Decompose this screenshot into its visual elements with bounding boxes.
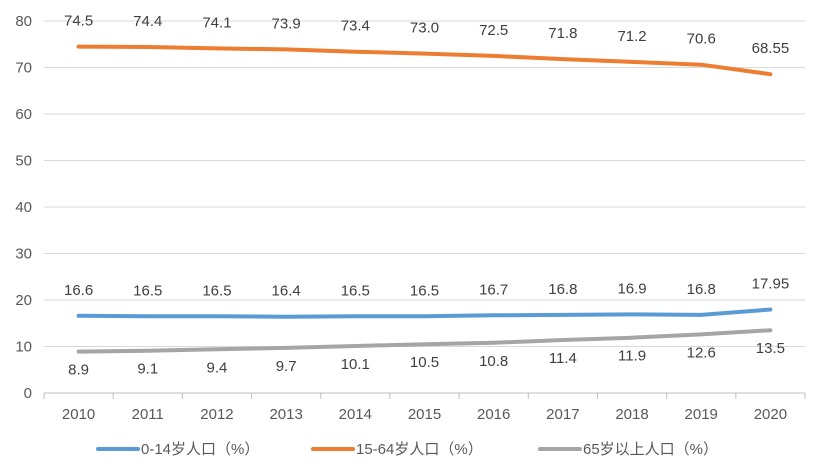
gridlines xyxy=(44,20,805,347)
legend-label: 0-14岁人口（%） xyxy=(141,441,259,458)
data-label: 16.5 xyxy=(202,282,231,299)
data-labels: 16.6 16.5 16.5 16.4 16.5 16.5 16.7 16.8 16.9 16.8… xyxy=(64,13,789,379)
x-tick-label: 2020 xyxy=(754,406,787,423)
data-label: 74.1 xyxy=(202,14,231,31)
data-label: 72.5 xyxy=(479,22,508,39)
series-lines xyxy=(76,44,773,354)
x-tick-label: 2017 xyxy=(546,406,579,423)
data-label: 16.5 xyxy=(341,282,370,299)
x-tick-label: 2012 xyxy=(200,406,233,423)
series-line-0 xyxy=(76,307,773,319)
data-label: 11.9 xyxy=(618,348,646,365)
y-tick-label: 70 xyxy=(15,60,32,77)
data-label: 16.8 xyxy=(548,281,577,298)
data-label: 71.8 xyxy=(548,25,577,42)
legend-label: 65岁以上人口（%） xyxy=(583,441,718,458)
data-label: 10.8 xyxy=(479,353,508,370)
x-tick-label: 2016 xyxy=(477,406,510,423)
data-label: 74.4 xyxy=(133,13,162,30)
x-tick-label: 2013 xyxy=(269,406,302,423)
data-label: 16.8 xyxy=(687,281,716,298)
data-label: 73.4 xyxy=(341,18,370,35)
y-tick-label: 30 xyxy=(15,246,32,263)
data-label: 9.4 xyxy=(207,359,228,376)
data-label: 73.9 xyxy=(272,15,301,32)
data-label: 73.0 xyxy=(410,20,439,37)
data-label: 16.4 xyxy=(272,283,301,300)
data-label: 12.6 xyxy=(687,344,716,361)
legend: 0-14岁人口（%） 15-64岁人口（%） 65岁以上人口（%） xyxy=(96,441,718,458)
x-tick-label: 2018 xyxy=(615,406,648,423)
data-label: 9.7 xyxy=(276,358,297,375)
y-tick-label: 50 xyxy=(15,153,32,170)
data-label: 71.2 xyxy=(617,28,646,45)
data-label: 10.1 xyxy=(341,356,370,373)
series-line-1 xyxy=(76,44,773,77)
data-label: 16.5 xyxy=(133,282,162,299)
series-line-2 xyxy=(76,328,773,354)
x-tick-label: 2010 xyxy=(62,406,95,423)
x-tick-label: 2019 xyxy=(685,406,718,423)
data-label: 10.5 xyxy=(410,354,439,371)
x-tick-label: 2015 xyxy=(408,406,441,423)
x-tick-label: 2011 xyxy=(132,406,164,423)
data-label: 17.95 xyxy=(752,276,790,293)
y-tick-label: 10 xyxy=(15,339,32,356)
y-tick-label: 80 xyxy=(15,13,32,30)
axes: 0 10 20 30 40 50 60 70 80 2010 2011 2012 2013 2014 201… xyxy=(15,13,806,423)
data-label: 70.6 xyxy=(687,31,716,48)
data-label: 11.4 xyxy=(549,350,577,367)
y-tick-label: 0 xyxy=(24,385,32,402)
y-tick-label: 20 xyxy=(15,292,32,309)
data-label: 16.6 xyxy=(64,282,93,299)
data-label: 8.9 xyxy=(68,362,89,379)
y-tick-label: 40 xyxy=(15,199,32,216)
x-tick-label: 2014 xyxy=(339,406,372,423)
legend-label: 15-64岁人口（%） xyxy=(356,441,483,458)
data-label: 13.5 xyxy=(756,340,785,357)
data-label: 16.9 xyxy=(617,280,646,297)
data-label: 16.7 xyxy=(479,281,508,298)
data-label: 74.5 xyxy=(64,13,93,30)
data-label: 16.5 xyxy=(410,282,439,299)
data-label: 68.55 xyxy=(752,40,790,57)
data-label: 9.1 xyxy=(137,361,158,378)
y-tick-label: 60 xyxy=(15,106,32,123)
